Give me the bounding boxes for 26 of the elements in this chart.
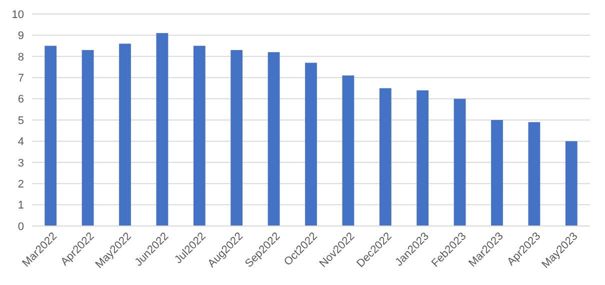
bar — [454, 98, 466, 226]
bar — [230, 50, 243, 226]
bar — [268, 52, 280, 226]
bar — [44, 46, 57, 226]
bar — [416, 90, 429, 226]
y-tick-label: 5 — [18, 114, 24, 127]
y-tick-label: 0 — [18, 220, 24, 233]
bar — [491, 120, 503, 226]
y-tick-label: 9 — [18, 30, 24, 42]
bar — [193, 46, 206, 226]
bar — [82, 50, 94, 226]
y-tick-label: 8 — [18, 51, 24, 64]
y-tick-label: 1 — [18, 200, 24, 212]
bar — [342, 75, 354, 226]
y-tick-label: 7 — [18, 72, 24, 84]
bar — [156, 33, 168, 226]
bar — [305, 62, 317, 226]
bar — [528, 122, 540, 226]
y-tick-label: 10 — [12, 8, 24, 21]
y-tick-label: 4 — [18, 136, 24, 148]
y-tick-label: 6 — [18, 94, 24, 106]
y-tick-label: 2 — [18, 178, 24, 190]
y-tick-label: 3 — [18, 157, 24, 170]
bar — [565, 141, 578, 226]
bar — [119, 44, 131, 226]
bar — [379, 88, 392, 226]
